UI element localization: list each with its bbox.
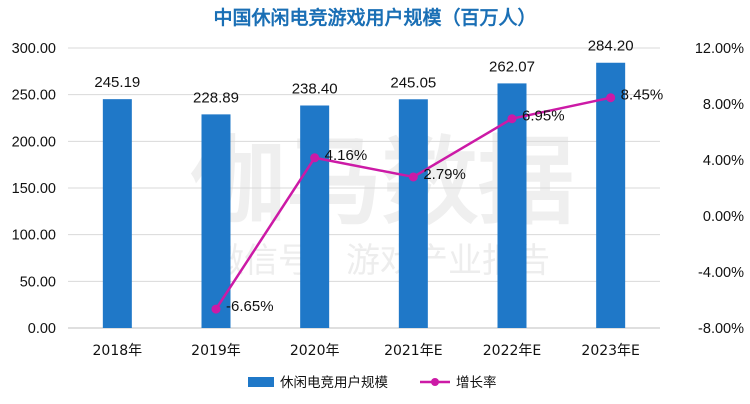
bar	[398, 99, 428, 328]
bar-series	[102, 62, 626, 329]
bar-data-labels: 245.19 228.89 238.40 245.05 262.07 284.20	[94, 38, 633, 107]
grid	[68, 47, 660, 329]
legend-bar-label: 休闲电竞用户规模	[280, 374, 388, 391]
x-tick-label: 2022年E	[483, 343, 541, 359]
bar-data-label: 238.40	[292, 80, 338, 97]
y-left-tick-label: 250.00	[12, 88, 56, 104]
bar	[102, 99, 132, 328]
y-left-tick-label: 200.00	[12, 134, 56, 150]
y-left-tick-label: 300.00	[12, 41, 56, 57]
line-point	[408, 172, 418, 182]
x-tick-label: 2019年	[191, 343, 241, 359]
y-right-tick-label: 8.00%	[703, 97, 744, 113]
y-right-tick-label: -8.00%	[698, 321, 744, 337]
line-point	[211, 304, 221, 314]
line-data-labels: -6.65% 4.16% 2.79% 6.95% 8.45%	[226, 87, 663, 315]
bar-data-label: 245.19	[94, 74, 140, 91]
y-left-tick-label: 100.00	[12, 228, 56, 244]
x-tick-label: 2018年	[93, 343, 143, 359]
x-tick-label: 2023年E	[581, 343, 639, 359]
bar	[596, 62, 626, 328]
y-left-axis: 0.00 50.00 100.00 150.00 200.00 250.00 300.00	[12, 41, 56, 337]
chart-title: 中国休闲电竞游戏用户规模（百万人）	[213, 6, 536, 29]
bar-data-label: 262.07	[489, 58, 535, 75]
line-point	[310, 153, 320, 163]
legend-bar-swatch	[248, 377, 274, 387]
legend: 休闲电竞用户规模 增长率	[248, 374, 497, 391]
bar-data-label: 245.05	[390, 74, 436, 91]
y-right-tick-label: 0.00%	[703, 209, 744, 225]
line-data-label: 4.16%	[325, 147, 368, 164]
line-series	[211, 93, 616, 314]
x-tick-label: 2021年E	[384, 343, 442, 359]
bar-data-label: 284.20	[588, 38, 634, 55]
watermark-text-small: 微信号：游戏产业报告	[210, 241, 550, 281]
bar	[201, 114, 231, 329]
line-point	[606, 93, 616, 103]
y-right-tick-label: 12.00%	[695, 41, 744, 57]
y-left-tick-label: 50.00	[20, 274, 56, 290]
y-right-tick-label: 4.00%	[703, 153, 744, 169]
y-right-tick-label: -4.00%	[698, 265, 744, 281]
y-left-tick-label: 0.00	[28, 321, 56, 337]
bar	[300, 105, 330, 328]
legend-line-marker	[431, 378, 439, 386]
x-tick-label: 2020年	[290, 343, 340, 359]
line-point	[507, 114, 517, 124]
y-left-tick-label: 150.00	[12, 181, 56, 197]
line-data-label: 6.95%	[522, 108, 565, 125]
legend-line-label: 增长率	[456, 374, 497, 391]
bar-data-label: 228.89	[193, 89, 239, 106]
line-data-label: 2.79%	[423, 166, 466, 183]
y-right-axis: -8.00% -4.00% 0.00% 4.00% 8.00% 12.00%	[695, 41, 744, 337]
line-data-label: -6.65%	[226, 298, 274, 315]
x-axis: 2018年 2019年 2020年 2021年E 2022年E 2023年E	[93, 343, 640, 359]
line-data-label: 8.45%	[621, 87, 664, 104]
